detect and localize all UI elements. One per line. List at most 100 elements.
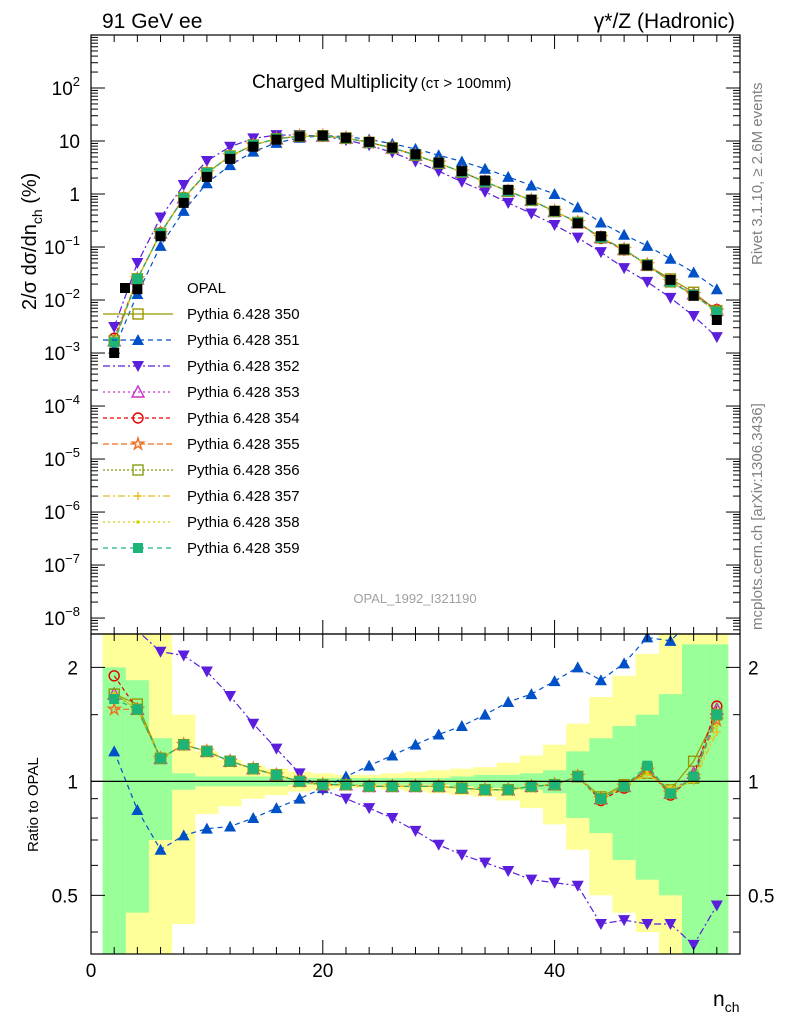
ratio-series-point xyxy=(340,779,351,790)
ratio-series-point xyxy=(712,728,721,737)
main-series-point xyxy=(479,186,492,198)
ratio-series-point xyxy=(270,802,283,814)
ratio-series-point xyxy=(410,781,421,792)
ratio-series-point xyxy=(687,939,700,951)
ratio-series-point xyxy=(339,770,352,782)
legend-marker xyxy=(130,435,146,451)
ratio-series-point xyxy=(224,691,237,703)
legend-marker xyxy=(132,308,144,320)
header-process-label: γ*/Z (Hadronic) xyxy=(594,10,735,33)
legend-label: Pythia 6.428 358 xyxy=(187,514,300,531)
main-y-axis-label: 2/σ dσ/dnch (%) xyxy=(19,173,45,310)
opal-data-point xyxy=(317,130,328,141)
ratio-band-green-bin xyxy=(125,680,149,913)
ratio-plot-series xyxy=(106,634,725,951)
ratio-series-point xyxy=(132,704,143,715)
ratio-series-point xyxy=(409,825,422,837)
ratio-band-green-bin xyxy=(682,644,706,954)
opal-data-point xyxy=(340,132,351,143)
legend-entry-359: Pythia 6.428 359 xyxy=(103,540,300,557)
main-series-point xyxy=(224,141,237,153)
opal-data-points xyxy=(109,130,722,359)
ratio-series-point xyxy=(224,820,237,832)
ratio-series-point xyxy=(200,822,213,834)
ratio-series-point xyxy=(641,919,654,931)
legend-entry-358: Pythia 6.428 358 xyxy=(103,514,300,531)
x-tick-label: 0 xyxy=(86,961,97,982)
ratio-series-point xyxy=(645,771,650,776)
ratio-series-point xyxy=(177,829,190,841)
main-series-point xyxy=(109,337,120,348)
opal-data-point xyxy=(503,184,514,195)
main-y-tick-label: 10−8 xyxy=(44,604,80,630)
ratio-series-point xyxy=(525,874,538,886)
chart-title-note: (cτ > 100mm) xyxy=(421,75,512,92)
main-y-tick-label: 10−2 xyxy=(44,286,80,312)
main-y-tick-label: 10−1 xyxy=(44,233,80,259)
x-axis-label: nch xyxy=(713,988,739,1015)
main-series-point xyxy=(525,208,538,220)
ratio-series-point xyxy=(594,674,607,686)
ratio-series-point xyxy=(715,724,719,728)
legend-marker xyxy=(132,361,144,372)
legend-marker xyxy=(132,464,144,476)
ratio-series-point xyxy=(549,779,560,790)
opal-data-point xyxy=(456,166,467,177)
ratio-series-point xyxy=(363,803,376,815)
legend-marker xyxy=(132,412,144,424)
ratio-series-point xyxy=(619,781,630,792)
main-series-point xyxy=(177,204,190,216)
main-series-point xyxy=(432,149,445,161)
ratio-series-point xyxy=(571,661,584,673)
ratio-series-point xyxy=(386,813,399,825)
ratio-series-point xyxy=(108,745,121,757)
ratio-series-point xyxy=(247,718,260,730)
ratio-y-tick-label-right: 2 xyxy=(748,658,759,679)
ratio-series-point xyxy=(386,749,399,761)
ratio-series-point xyxy=(109,694,120,705)
opal-data-point xyxy=(364,136,375,147)
main-series-point xyxy=(594,216,607,228)
ratio-series-point xyxy=(364,781,375,792)
legend-marker xyxy=(132,334,144,345)
ratio-band-green-bin xyxy=(566,751,590,819)
legend-entry-353: Pythia 6.428 353 xyxy=(103,384,300,401)
ratio-y-tick-label-right: 1 xyxy=(748,772,759,793)
main-series-point xyxy=(618,228,631,240)
ratio-series-point xyxy=(177,650,190,662)
ratio-series-point xyxy=(154,646,167,658)
main-series-point xyxy=(224,159,237,171)
ratio-y-tick-label: 1 xyxy=(67,772,78,793)
ratio-series-point xyxy=(178,739,189,750)
ratio-series-point xyxy=(339,793,352,805)
ratio-series-point xyxy=(664,919,677,931)
ratio-series-point xyxy=(548,675,561,687)
main-series-point xyxy=(641,239,654,251)
ratio-series-point xyxy=(270,743,283,755)
ratio-series-point xyxy=(502,696,515,708)
main-series-point xyxy=(687,266,700,278)
main-series-point xyxy=(594,247,607,259)
ratio-band-green-bin xyxy=(635,714,659,880)
main-series-line xyxy=(113,135,718,342)
main-series-point xyxy=(154,212,167,224)
opal-data-point xyxy=(619,244,630,255)
ratio-series-point xyxy=(271,769,282,780)
main-series-point xyxy=(502,197,515,209)
ratio-series-point xyxy=(108,670,120,682)
analysis-label: OPAL_1992_I321190 xyxy=(353,591,476,606)
opal-data-point xyxy=(201,171,212,182)
main-series-line xyxy=(113,135,718,350)
ratio-series-point xyxy=(526,781,537,792)
ratio-series-point xyxy=(594,919,607,931)
ratio-series-point xyxy=(201,746,212,757)
main-series-point xyxy=(455,176,468,188)
ratio-band-yellow-bin xyxy=(172,714,196,925)
main-series-point xyxy=(177,179,190,191)
ratio-series-point xyxy=(155,753,166,764)
main-y-axis-label-sub: ch xyxy=(29,209,45,224)
ratio-series-line xyxy=(113,634,679,851)
legend-label: Pythia 6.428 350 xyxy=(187,306,300,323)
legend-marker-opal xyxy=(120,283,130,293)
